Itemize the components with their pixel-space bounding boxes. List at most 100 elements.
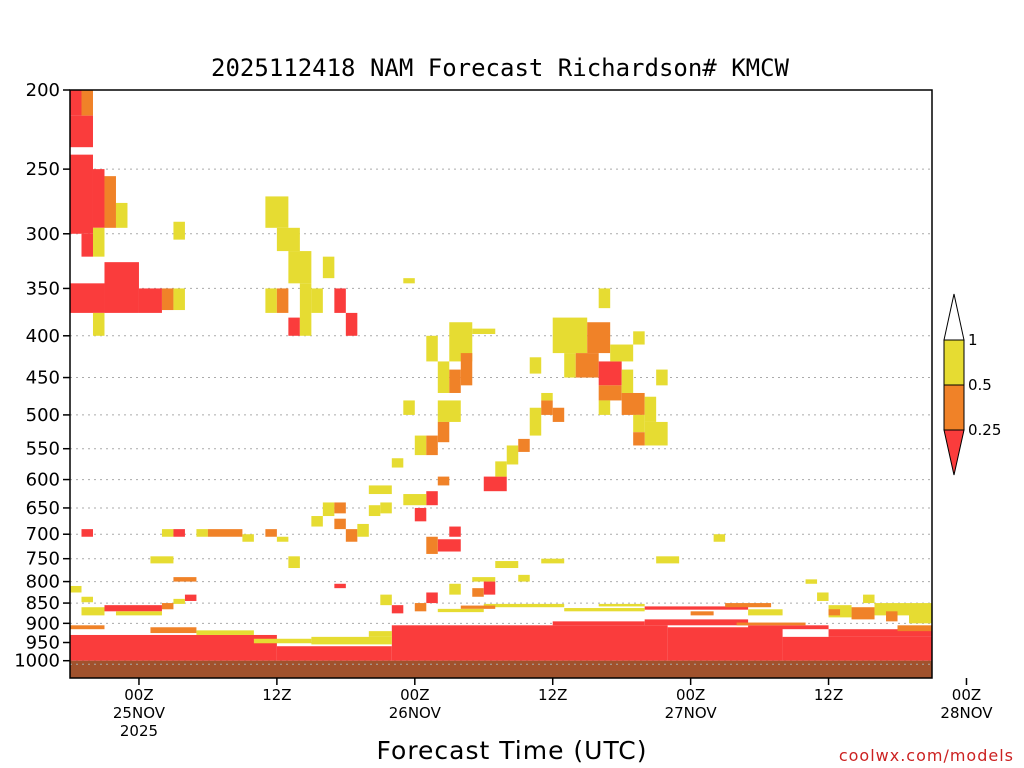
ri-cell-high xyxy=(150,556,174,564)
ri-cell-high xyxy=(472,577,496,582)
ri-cell-high xyxy=(495,561,519,569)
ri-cell-high xyxy=(863,594,875,604)
ri-cell-high xyxy=(437,608,484,613)
y-tick-label: 650 xyxy=(26,498,60,519)
colorbar-label-0-25: 0.25 xyxy=(968,421,1001,439)
ri-cell-mid xyxy=(575,353,599,378)
ri-cell-high xyxy=(598,288,611,309)
ri-cell-mid xyxy=(552,407,565,422)
ri-cell-high xyxy=(598,400,611,415)
ri-cell-low xyxy=(92,169,105,228)
ri-cell-high xyxy=(541,558,565,564)
ri-cell-high xyxy=(598,603,645,607)
ri-cell-mid xyxy=(161,603,174,610)
ri-cell-high xyxy=(541,392,553,401)
ri-cell-low xyxy=(449,526,461,537)
ri-cell-low xyxy=(184,594,197,601)
ri-cell-low xyxy=(483,476,507,492)
ri-cell-mid xyxy=(598,385,622,401)
ri-cell-low xyxy=(782,636,932,661)
ri-cell-low xyxy=(667,627,783,661)
ri-cell-high xyxy=(81,596,93,603)
x-axis-label: Forecast Time (UTC) xyxy=(377,736,648,765)
ri-cell-high xyxy=(242,534,254,542)
ri-cell-high xyxy=(322,502,335,517)
ri-cell-low xyxy=(70,283,105,313)
ri-cell-high xyxy=(288,251,312,284)
ri-cell-mid xyxy=(161,288,174,311)
ri-cell-high xyxy=(644,421,668,446)
ri-cell-high xyxy=(288,556,300,569)
ri-cell-high xyxy=(564,353,576,378)
ri-cell-mid xyxy=(587,322,611,354)
y-tick-label: 200 xyxy=(26,80,60,101)
ri-cell-high xyxy=(368,505,381,517)
ri-cell-mid xyxy=(173,577,197,582)
ri-cell-mid xyxy=(334,502,346,514)
y-tick-label: 750 xyxy=(26,549,60,570)
ri-cell-high xyxy=(449,583,461,595)
ri-cell-mid xyxy=(460,353,473,386)
ri-cell-low xyxy=(173,529,185,537)
colorbar-label-1: 1 xyxy=(968,331,978,349)
y-axis: 200 250 300 350 400 450 500 550 600 650 700 7508008… xyxy=(14,80,70,672)
ri-cell-low xyxy=(748,625,829,630)
ri-cell-high xyxy=(357,523,369,537)
ri-cell-high xyxy=(610,344,634,362)
ri-cell-mid xyxy=(736,622,806,626)
ri-cell-mid xyxy=(437,476,450,486)
ri-cell-mid xyxy=(633,432,645,446)
ri-cell-mid xyxy=(472,588,484,597)
x-tick-label: 2025 xyxy=(120,722,158,740)
ri-cell-high xyxy=(299,283,312,336)
ri-cell-high xyxy=(161,529,174,537)
ri-cell-mid xyxy=(897,625,932,632)
ground-layer xyxy=(70,660,932,678)
ri-cell-high xyxy=(403,494,427,506)
y-tick-label: 300 xyxy=(26,224,60,245)
ri-cell-high xyxy=(311,288,323,313)
ri-cell-high xyxy=(426,335,438,362)
ri-cell-high xyxy=(817,592,829,601)
ri-cell-mid xyxy=(70,625,105,630)
ri-cell-high xyxy=(92,227,105,257)
ri-cell-high xyxy=(265,196,289,228)
ri-cell-high xyxy=(368,485,392,495)
ri-cell-mid xyxy=(345,529,358,542)
ri-cell-high xyxy=(748,609,783,616)
ri-cell-high xyxy=(196,529,208,537)
y-tick-label: 400 xyxy=(26,326,60,347)
ri-cell-mid xyxy=(104,176,116,228)
ri-cell-high xyxy=(633,331,645,345)
source-credit: coolwx.com/models xyxy=(839,746,1014,765)
plot-frame xyxy=(69,89,933,679)
ri-cell-high xyxy=(403,278,415,284)
ri-cell-high xyxy=(874,603,910,616)
y-tick-label: 250 xyxy=(26,159,60,180)
x-tick-label: 00Z xyxy=(952,686,981,704)
ri-cell-high xyxy=(437,400,461,422)
ri-cell-high xyxy=(656,556,680,564)
ri-cell-high xyxy=(805,579,818,584)
ri-cell-high xyxy=(311,636,392,645)
ri-cell-high xyxy=(713,534,726,542)
colorbar-top-arrow xyxy=(943,293,965,341)
ri-cell-high xyxy=(621,369,634,393)
ri-cell-mid xyxy=(426,435,438,456)
chart-title: 2025112418 NAM Forecast Richardson# KMCW xyxy=(211,54,790,82)
ri-cell-low xyxy=(644,619,749,626)
ri-cell-high xyxy=(552,317,588,354)
y-tick-label: 350 xyxy=(26,278,60,299)
ri-cell-high xyxy=(506,445,519,465)
ri-cell-high xyxy=(173,221,185,240)
ri-cell-high xyxy=(368,631,392,637)
ri-cell-mid xyxy=(886,611,898,622)
ri-cell-high xyxy=(173,598,185,604)
ri-cell-high xyxy=(644,396,657,422)
ri-cell-low xyxy=(644,606,749,610)
ri-cell-high xyxy=(449,322,473,362)
ri-cell-mid xyxy=(334,518,346,530)
y-tick-label: 600 xyxy=(26,470,60,491)
ri-cell-low xyxy=(70,90,82,116)
ri-cell-high xyxy=(81,607,105,616)
